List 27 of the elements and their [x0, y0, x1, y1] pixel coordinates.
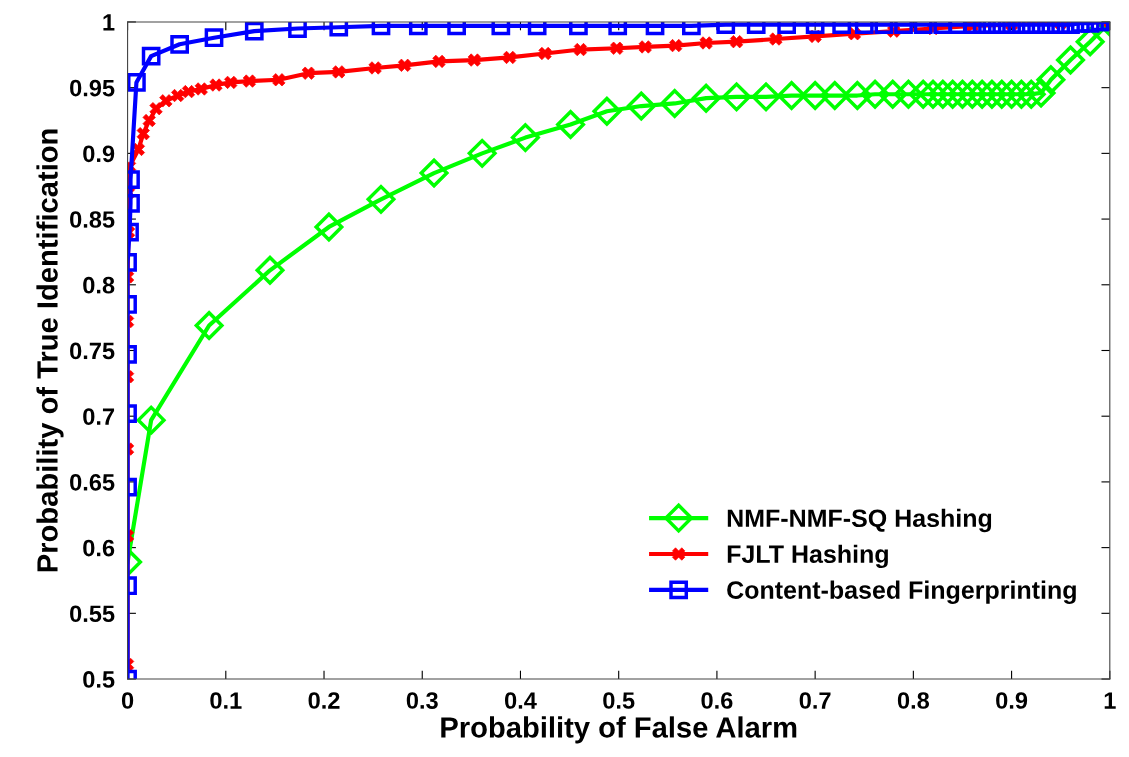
x-tick-label: 0 [121, 692, 134, 709]
x-tick-label: 0.6 [701, 692, 733, 709]
x-tick-label: 0.1 [210, 692, 242, 709]
y-tick-label: 0.95 [70, 79, 115, 97]
legend-label: Content-based Fingerprinting [727, 580, 1076, 604]
y-axis-title: Probability of True Identification [36, 129, 64, 572]
x-tick-label: 0.2 [308, 692, 340, 709]
y-tick-label: 0.5 [83, 671, 115, 688]
legend-label: NMF-NMF-SQ Hashing [727, 508, 992, 533]
x-tick-label: 0.5 [603, 692, 635, 709]
y-tick-label: 0.8 [83, 276, 115, 294]
y-tick-label: 0.55 [70, 605, 115, 623]
x-tick-label: 0.9 [996, 692, 1028, 709]
x-tick-label: 0.8 [897, 692, 930, 709]
x-tick-label: 0.7 [799, 692, 831, 709]
y-tick-label: 0.85 [70, 211, 115, 228]
x-axis-title: Probability of False Alarm [441, 716, 797, 744]
x-tick-label: 0.3 [406, 692, 438, 709]
x-tick-label: 1 [1104, 692, 1116, 709]
y-tick-label: 0.7 [83, 408, 115, 425]
x-tick-label: 0.4 [504, 692, 537, 709]
y-tick-label: 0.9 [83, 145, 115, 163]
y-tick-label: 1 [103, 14, 115, 31]
y-tick-label: 0.65 [70, 473, 115, 491]
legend-label: FJLT Hashing [727, 544, 888, 569]
y-tick-label: 0.75 [70, 342, 115, 360]
y-tick-label: 0.6 [83, 539, 115, 557]
